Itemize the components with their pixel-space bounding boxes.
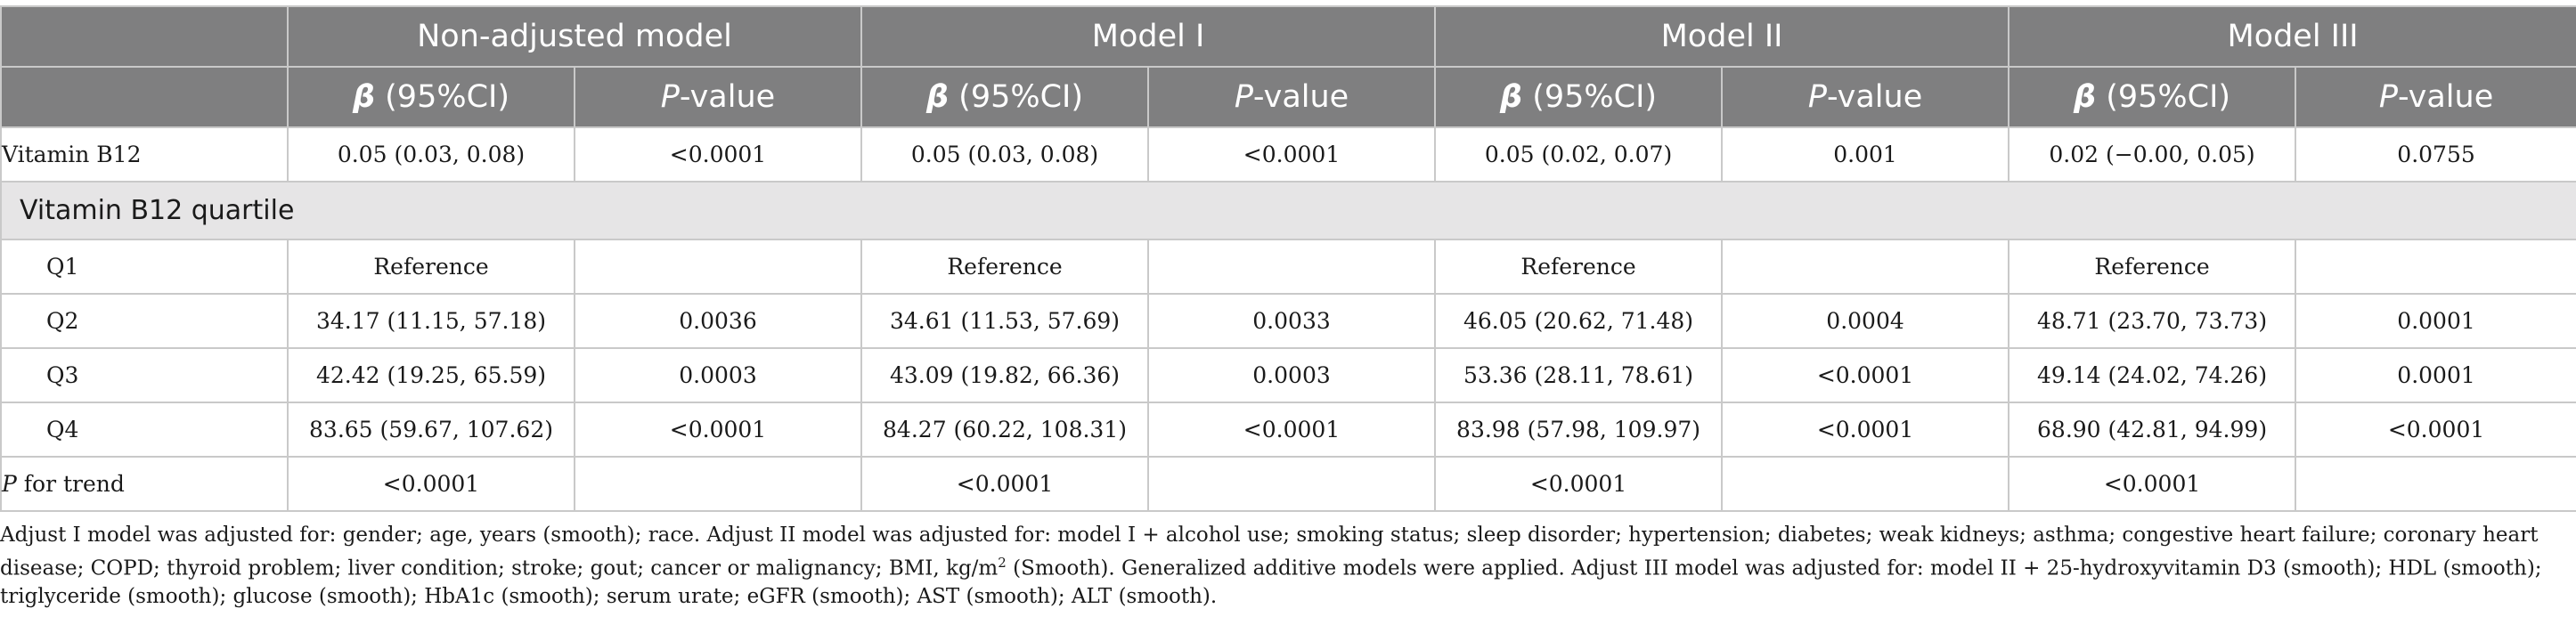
corner-cell: [0, 66, 289, 128]
table-row-q1: Q1 Reference Reference Reference Referen…: [0, 239, 2576, 295]
table-cell: <0.0001: [1147, 402, 1437, 458]
table-cell: 43.09 (19.82, 66.36): [860, 347, 1150, 403]
table-cell: 46.05 (20.62, 71.48): [1434, 293, 1724, 349]
section-label: Vitamin B12 quartile: [0, 181, 2576, 240]
row-label: Q2: [0, 293, 289, 349]
table-cell: <0.0001: [1434, 456, 1724, 512]
row-label: Vitamin B12: [0, 126, 289, 183]
table-cell: 0.05 (0.03, 0.08): [287, 126, 575, 183]
table-cell: 49.14 (24.02, 74.26): [2008, 347, 2297, 403]
table-footnote: Adjust I model was adjusted for: gender;…: [0, 523, 2542, 608]
table-cell: 0.0004: [1721, 293, 2010, 349]
table-cell: 53.36 (28.11, 78.61): [1434, 347, 1724, 403]
table-cell: Reference: [860, 239, 1150, 295]
table-cell: <0.0001: [1721, 402, 2010, 458]
p-value-column-header: P-value: [2295, 66, 2576, 128]
table-cell: Reference: [2008, 239, 2297, 295]
table-cell: 42.42 (19.25, 65.59): [287, 347, 575, 403]
corner-cell: [0, 5, 289, 68]
beta-column-header: β (95%CI): [287, 66, 575, 128]
table-cell: <0.0001: [287, 456, 575, 512]
table-row-vitamin-b12: Vitamin B12 0.05 (0.03, 0.08) <0.0001 0.…: [0, 126, 2576, 183]
table-row-p-for-trend: P for trend <0.0001 <0.0001 <0.0001 <0.0…: [0, 456, 2576, 512]
table-cell: 83.65 (59.67, 107.62): [287, 402, 575, 458]
table-cell: 0.0036: [573, 293, 863, 349]
p-value-column-header: P-value: [1721, 66, 2010, 128]
row-label: Q1: [0, 239, 289, 295]
column-header-row: β (95%CI) P-value β (95%CI) P-value β (9…: [0, 66, 2576, 128]
table-cell: 84.27 (60.22, 108.31): [860, 402, 1150, 458]
p-value-column-header: P-value: [1147, 66, 1437, 128]
table-row-q3: Q3 42.42 (19.25, 65.59) 0.0003 43.09 (19…: [0, 347, 2576, 403]
table-cell: [573, 456, 863, 512]
table-cell: Reference: [1434, 239, 1724, 295]
table-cell: <0.0001: [2295, 402, 2576, 458]
table-cell: [1147, 456, 1437, 512]
table-cell: <0.0001: [2008, 456, 2297, 512]
results-table: Non-adjusted model Model I Model II Mode…: [0, 5, 2576, 512]
row-label: Q4: [0, 402, 289, 458]
table-cell: 0.0001: [2295, 347, 2576, 403]
table-cell: 0.05 (0.03, 0.08): [860, 126, 1150, 183]
table-cell: 34.17 (11.15, 57.18): [287, 293, 575, 349]
table-cell: [2295, 456, 2576, 512]
table-cell: Reference: [287, 239, 575, 295]
table-cell: <0.0001: [573, 402, 863, 458]
table-cell: 0.0003: [573, 347, 863, 403]
table-cell: 0.05 (0.02, 0.07): [1434, 126, 1724, 183]
table-cell: 0.0033: [1147, 293, 1437, 349]
table-cell: [1147, 239, 1437, 295]
model-header: Model I: [860, 5, 1437, 68]
table-cell: [573, 239, 863, 295]
beta-column-header: β (95%CI): [1434, 66, 1724, 128]
beta-column-header: β (95%CI): [860, 66, 1150, 128]
table-cell: 68.90 (42.81, 94.99): [2008, 402, 2297, 458]
model-header: Model III: [2008, 5, 2576, 68]
table-cell: 0.0003: [1147, 347, 1437, 403]
table-cell: 48.71 (23.70, 73.73): [2008, 293, 2297, 349]
table-cell: 83.98 (57.98, 109.97): [1434, 402, 1724, 458]
model-header-row: Non-adjusted model Model I Model II Mode…: [0, 5, 2576, 68]
table-row-q4: Q4 83.65 (59.67, 107.62) <0.0001 84.27 (…: [0, 402, 2576, 458]
row-label: Q3: [0, 347, 289, 403]
table-cell: <0.0001: [1721, 347, 2010, 403]
table-cell: [1721, 456, 2010, 512]
table-cell: <0.0001: [1147, 126, 1437, 183]
table-cell: [2295, 239, 2576, 295]
table-cell: [1721, 239, 2010, 295]
row-label: P for trend: [0, 456, 289, 512]
table-cell: 34.61 (11.53, 57.69): [860, 293, 1150, 349]
table-cell: 0.0755: [2295, 126, 2576, 183]
table-cell: 0.001: [1721, 126, 2010, 183]
section-row: Vitamin B12 quartile: [0, 181, 2576, 240]
beta-column-header: β (95%CI): [2008, 66, 2297, 128]
model-header: Model II: [1434, 5, 2010, 68]
model-header: Non-adjusted model: [286, 5, 863, 68]
table-cell: 0.02 (−0.00, 0.05): [2008, 126, 2297, 183]
table-row-q2: Q2 34.17 (11.15, 57.18) 0.0036 34.61 (11…: [0, 293, 2576, 349]
p-value-column-header: P-value: [573, 66, 863, 128]
table-cell: <0.0001: [573, 126, 863, 183]
table-cell: 0.0001: [2295, 293, 2576, 349]
table-cell: <0.0001: [860, 456, 1150, 512]
